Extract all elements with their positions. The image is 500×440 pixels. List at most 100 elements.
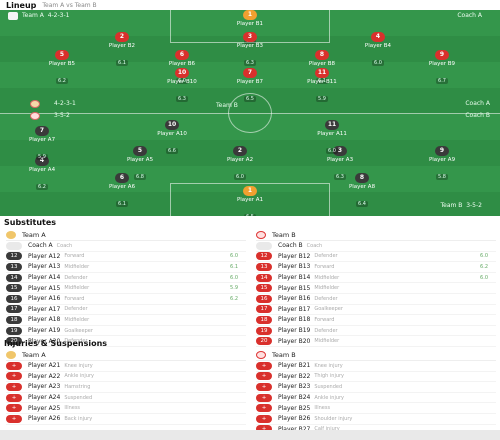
home-player[interactable]: 8 Player A8 6.4: [340, 173, 384, 209]
sub-row[interactable]: 12 Player B12 Defender 6.0: [256, 252, 496, 263]
away-team-name: Team B: [440, 202, 463, 209]
sub-number: 12: [256, 252, 272, 261]
player-rating: 6.1: [316, 78, 328, 84]
injury-row[interactable]: + Player B22 Thigh injury: [256, 372, 496, 383]
player-rating: 6.0: [234, 174, 246, 180]
sub-row[interactable]: 14 Player B14 Midfielder 6.0: [256, 273, 496, 284]
sub-position: Coach: [306, 242, 323, 249]
sub-number: 13: [256, 262, 272, 271]
player-name: Player B8: [308, 61, 336, 67]
shirt-number: 2: [115, 32, 129, 42]
sub-position: Midfielder: [314, 338, 340, 345]
injury-row[interactable]: + Player B24 Ankle injury: [256, 393, 496, 404]
injured-player-name: Player A21: [28, 362, 61, 370]
sub-row[interactable]: Coach A Coach: [6, 241, 246, 252]
injury-row[interactable]: + Player A21 Knee injury: [6, 361, 246, 372]
home-player[interactable]: 9 Player A9 5.8: [420, 146, 464, 182]
sub-number: 14: [256, 273, 272, 282]
away-player[interactable]: 2 Player B2 6.1: [100, 32, 144, 68]
injury-icon: +: [256, 361, 272, 370]
sub-row[interactable]: 19 Player A19 Goalkeeper: [6, 326, 246, 337]
sub-row[interactable]: 16 Player B16 Defender: [256, 294, 496, 305]
sub-row[interactable]: 18 Player B18 Forward: [256, 315, 496, 326]
sub-position: Forward: [64, 253, 85, 260]
shirt-number: 4: [371, 32, 385, 42]
sub-row[interactable]: 17 Player A17 Defender: [6, 305, 246, 316]
injured-player-name: Player A22: [28, 372, 61, 380]
player-name: Player B10: [167, 79, 197, 85]
home-player[interactable]: 10 Player A10 6.6: [150, 120, 194, 156]
away-player[interactable]: 10 Player B10 6.3: [160, 68, 204, 104]
sub-row[interactable]: 20 Player B20 Midfielder: [256, 336, 496, 347]
injury-note: Hamstring: [64, 383, 91, 390]
sub-row[interactable]: 12 Player A12 Forward 6.0: [6, 252, 246, 263]
away-player[interactable]: 4 Player B4 6.0: [356, 32, 400, 68]
shirt-number: 8: [315, 50, 329, 60]
home-player[interactable]: 2 Player A2 6.0: [218, 146, 262, 182]
injury-row[interactable]: + Player B21 Knee injury: [256, 361, 496, 372]
sub-position: Coach: [56, 242, 73, 249]
sub-row[interactable]: 18 Player A18 Midfielder: [6, 315, 246, 326]
sub-row[interactable]: 13 Player A13 Midfielder 6.1: [6, 262, 246, 273]
sub-row[interactable]: 15 Player A15 Midfielder 5.9: [6, 283, 246, 294]
away-player[interactable]: 9 Player B9 6.7: [420, 50, 464, 86]
injury-icon: +: [6, 382, 22, 391]
injury-row[interactable]: + Player A26 Back injury: [6, 414, 246, 425]
injury-row[interactable]: + Player B25 Illness: [256, 403, 496, 414]
injury-icon: +: [256, 382, 272, 391]
player-name: Player A11: [317, 131, 347, 137]
bottom-bar: [0, 430, 500, 440]
injury-row[interactable]: + Player B23 Suspended: [256, 382, 496, 393]
sub-row[interactable]: Coach B Coach: [256, 241, 496, 252]
away-player[interactable]: 7 Player B7 6.5: [228, 68, 272, 104]
injury-note: Shoulder injury: [314, 415, 353, 422]
injury-note: Suspended: [64, 394, 93, 401]
sub-row[interactable]: 19 Player B19 Defender: [256, 326, 496, 337]
player-name: Player A8: [348, 184, 376, 190]
away-player[interactable]: 6 Player B6 6.0: [160, 50, 204, 86]
sub-row[interactable]: 14 Player A14 Defender 6.0: [6, 273, 246, 284]
sub-position: Goalkeeper: [314, 306, 343, 313]
shirt-number: 1: [243, 186, 257, 196]
injury-row[interactable]: + Player A24 Suspended: [6, 393, 246, 404]
home-coach: Coach A: [457, 12, 482, 19]
injury-note: Illness: [314, 405, 331, 412]
sub-position: Defender: [64, 338, 88, 345]
home-player[interactable]: 7 Player A7 5.9: [20, 126, 64, 162]
injury-row[interactable]: + Player A25 Illness: [6, 403, 246, 414]
sub-row[interactable]: 13 Player B13 Forward 6.2: [256, 262, 496, 273]
injury-row[interactable]: + Player A23 Hamstring: [6, 382, 246, 393]
away-player[interactable]: 3 Player B3 6.3: [228, 32, 272, 68]
sub-row[interactable]: 15 Player B15 Midfielder: [256, 283, 496, 294]
sub-name: Coach A: [28, 242, 53, 250]
subs-title: Substitutes: [4, 218, 57, 227]
sub-position: Defender: [64, 274, 88, 281]
player-name: Player A6: [108, 184, 136, 190]
injury-row[interactable]: + Player B26 Shoulder injury: [256, 414, 496, 425]
away-player[interactable]: 5 Player B5 6.2: [40, 50, 84, 86]
sub-name: Player B12: [278, 252, 311, 260]
home-player[interactable]: 4 Player A4 6.2: [20, 156, 64, 192]
home-player[interactable]: 3 Player A3 6.3: [318, 146, 362, 182]
shirt-number: 1: [243, 10, 257, 20]
away-formation-mid: 3-5-2: [54, 112, 70, 119]
home-player[interactable]: 5 Player A5 6.8: [118, 146, 162, 182]
subs-home: Team A Coach A Coach 12 Player A12 Forward 6.…: [6, 229, 246, 347]
home-formation-mid: 4-2-3-1: [54, 100, 76, 107]
sub-row[interactable]: 16 Player A16 Forward 6.2: [6, 294, 246, 305]
sub-number: [256, 241, 272, 250]
sub-row[interactable]: 17 Player B17 Goalkeeper: [256, 305, 496, 316]
player-rating: 6.3: [334, 174, 346, 180]
home-player[interactable]: 11 Player A11 6.0: [310, 120, 354, 156]
injury-row[interactable]: + Player A22 Ankle injury: [6, 372, 246, 383]
subs-home-team: Team A: [22, 230, 46, 239]
home-player[interactable]: 6 Player A6 6.1: [100, 173, 144, 209]
shirt-number: 5: [133, 146, 147, 156]
away-player[interactable]: 8 Player B8 6.1: [300, 50, 344, 86]
shirt-number: 2: [233, 146, 247, 156]
away-player[interactable]: 11 Player B11 5.9: [300, 68, 344, 104]
player-name: Player B5: [48, 61, 76, 67]
sub-row[interactable]: 20 Player A20 Defender: [6, 336, 246, 347]
